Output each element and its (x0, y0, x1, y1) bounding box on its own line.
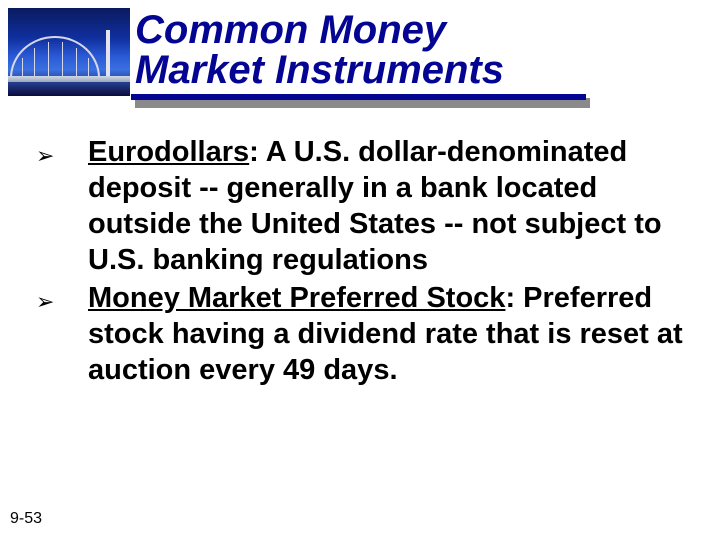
title-line-2: Market Instruments (135, 48, 504, 92)
page-number: 9-53 (10, 510, 42, 528)
bullet-item: ➢ Money Market Preferred Stock: Preferre… (30, 281, 698, 389)
slide-title: Common Money Market Instruments (135, 10, 695, 90)
slide-title-block: Common Money Market Instruments (135, 10, 695, 90)
bullet-term: Eurodollars (88, 136, 249, 168)
bullet-text: Eurodollars: A U.S. dollar-denominated d… (88, 135, 698, 279)
title-underline (131, 94, 586, 100)
bullet-item: ➢ Eurodollars: A U.S. dollar-denominated… (30, 135, 698, 279)
bullet-marker-icon: ➢ (30, 135, 88, 175)
bullet-text: Money Market Preferred Stock: Preferred … (88, 281, 698, 389)
slide-body: ➢ Eurodollars: A U.S. dollar-denominated… (30, 135, 698, 391)
bullet-marker-icon: ➢ (30, 281, 88, 321)
bullet-sep: : (249, 136, 266, 168)
bullet-sep: : (505, 282, 523, 314)
title-line-1: Common Money (135, 8, 446, 52)
bullet-term: Money Market Preferred Stock (88, 282, 505, 314)
decorative-bridge-image (8, 8, 130, 96)
slide: Common Money Market Instruments ➢ Eurodo… (0, 0, 720, 540)
